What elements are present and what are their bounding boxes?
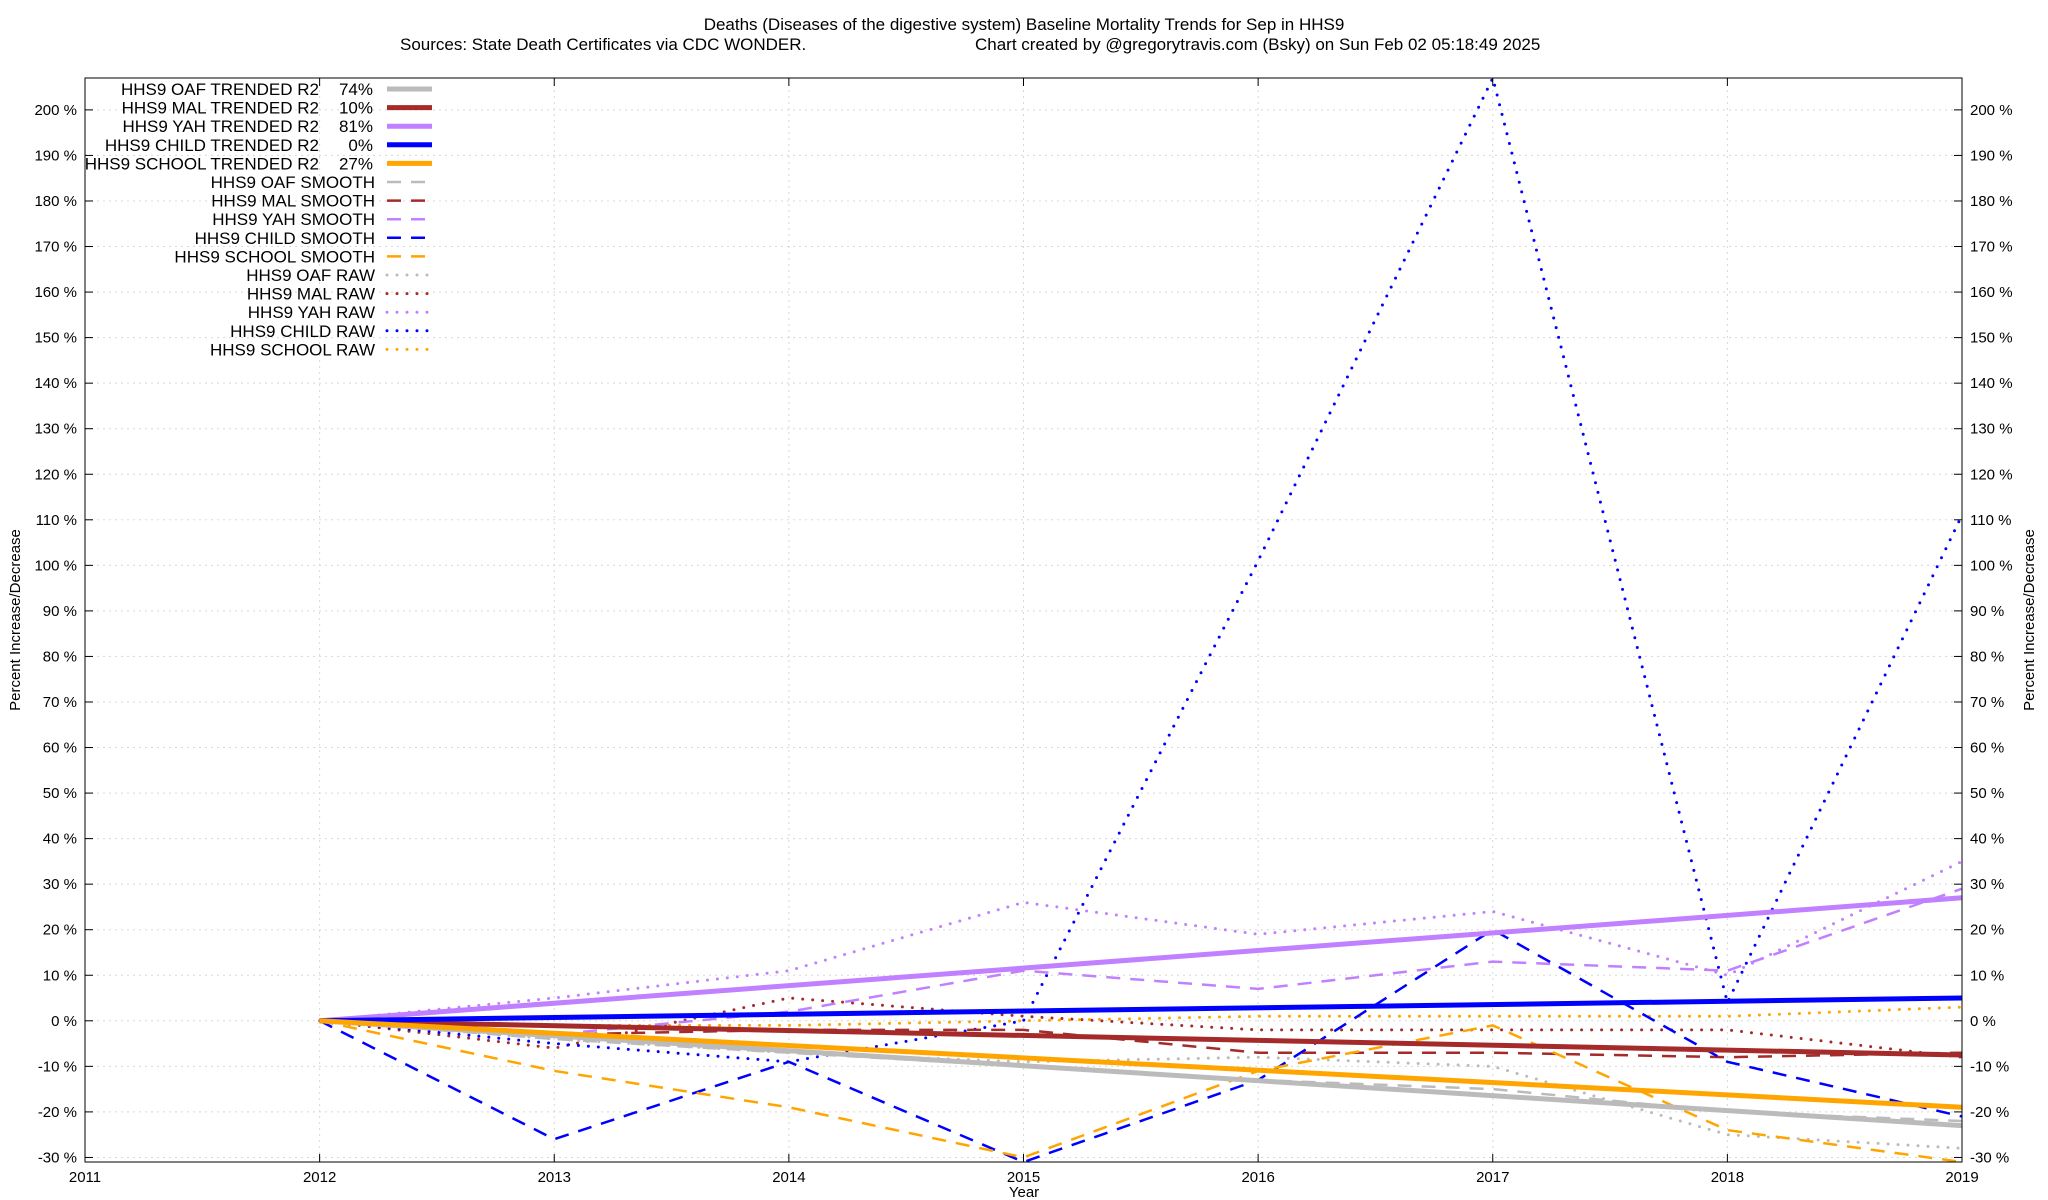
series-line-hhs9-school-smooth [319,1019,1963,1164]
y-tick-label-right: 180 % [1970,193,2013,210]
plot-series [318,73,1964,1164]
series-line-hhs9-school-trended-r2 [319,1018,1963,1110]
series-line-hhs9-mal-raw [318,996,1964,1059]
y-tick-label-right: 100 % [1970,557,2013,574]
x-tick-label: 2017 [1476,1169,1509,1186]
y-tick-label-left: 10 % [43,967,77,984]
y-tick-label-left: 200 % [34,102,77,119]
y-tick-label-left: -10 % [38,1058,77,1075]
legend-label-hhs9-mal-raw: HHS9 MAL RAW [247,285,375,304]
y-tick-label-left: 90 % [43,603,77,620]
legend: HHS9 OAF TRENDED R2 74% HHS9 MAL TRENDED R… [85,80,434,359]
series-line-hhs9-yah-trended-r2 [319,895,1963,1024]
y-tick-label-right: 190 % [1970,147,2013,164]
y-tick-label-left: 140 % [34,375,77,392]
y-tick-label-left: 40 % [43,831,77,848]
y-tick-label-right: 120 % [1970,466,2013,483]
y-tick-label-left: 190 % [34,147,77,164]
y-tick-label-right: 150 % [1970,330,2013,347]
x-axis-label: Year [1009,1184,1039,1200]
y-tick-label-left: 50 % [43,785,77,802]
legend-r2-hhs9-oaf-trended-r2: 74% [339,80,373,99]
legend-label-hhs9-oaf-raw: HHS9 OAF RAW [246,266,375,285]
legend-label-hhs9-child-raw: HHS9 CHILD RAW [230,322,375,341]
legend-r2-hhs9-mal-trended-r2: 10% [339,99,373,118]
x-tick-label: 2016 [1241,1169,1274,1186]
legend-label-hhs9-school-smooth: HHS9 SCHOOL SMOOTH [174,247,375,266]
series-line-hhs9-child-smooth [319,928,1963,1164]
y-tick-label-right: 90 % [1970,603,2004,620]
y-tick-label-right: 30 % [1970,876,2004,893]
chart-subtitle-credit: Chart created by @gregorytravis.com (Bsk… [975,35,1540,54]
series-line-hhs9-mal-trended-r2 [319,1018,1963,1058]
y-axis-label-right: Percent Increase/Decrease [2021,529,2038,711]
series-line-hhs9-yah-raw [318,859,1964,1023]
y-tick-label-right: 60 % [1970,740,2004,757]
y-tick-label-right: 80 % [1970,648,2004,665]
axis-ticks: -30 % -30 % -20 % -20 % -10 % -10 % 0 % 0 % 10 %… [34,78,2013,1186]
y-tick-label-left: 170 % [34,239,77,256]
y-axis-label-left: Percent Increase/Decrease [7,529,24,711]
x-tick-label: 2018 [1711,1169,1744,1186]
series-line-hhs9-school-raw [318,1005,1964,1027]
legend-label-hhs9-school-raw: HHS9 SCHOOL RAW [210,340,375,359]
x-tick-label: 2011 [69,1169,101,1186]
y-tick-label-right: 200 % [1970,102,2013,119]
y-tick-label-left: -30 % [38,1149,77,1166]
legend-label-hhs9-child-smooth: HHS9 CHILD SMOOTH [195,229,375,248]
legend-label-hhs9-yah-trended-r2: HHS9 YAH TRENDED R2 [123,117,320,136]
y-tick-label-left: 180 % [34,193,77,210]
y-tick-label-right: 170 % [1970,239,2013,256]
y-tick-label-right: 50 % [1970,785,2004,802]
y-tick-label-left: 110 % [36,512,77,529]
y-tick-label-right: 110 % [1970,512,2011,529]
series-line-hhs9-oaf-trended-r2 [319,1018,1963,1129]
x-tick-label: 2013 [538,1169,571,1186]
x-tick-label: 2012 [303,1169,336,1186]
x-tick-label: 2019 [1945,1169,1978,1186]
y-tick-label-left: 20 % [43,922,77,939]
y-tick-label-right: 0 % [1970,1013,1996,1030]
series-line-hhs9-yah-smooth [319,887,1963,1036]
legend-label-hhs9-mal-trended-r2: HHS9 MAL TRENDED R2 [122,99,319,118]
y-tick-label-left: 80 % [43,648,77,665]
y-tick-label-right: 130 % [1970,421,2013,438]
legend-label-hhs9-yah-smooth: HHS9 YAH SMOOTH [212,210,375,229]
y-tick-label-right: 160 % [1970,284,2013,301]
y-tick-label-left: 150 % [34,330,77,347]
y-tick-label-right: 20 % [1970,922,2004,939]
legend-label-hhs9-oaf-trended-r2: HHS9 OAF TRENDED R2 [121,80,319,99]
y-tick-label-left: 0 % [51,1013,77,1030]
y-tick-label-right: -20 % [1970,1104,2009,1121]
series-line-hhs9-child-trended-r2 [319,995,1963,1024]
chart-title: Deaths (Diseases of the digestive system… [704,15,1345,34]
legend-label-hhs9-mal-smooth: HHS9 MAL SMOOTH [211,192,375,211]
legend-label-hhs9-oaf-smooth: HHS9 OAF SMOOTH [211,173,375,192]
legend-label-hhs9-school-trended-r2: HHS9 SCHOOL TRENDED R2 [85,154,319,173]
y-tick-label-left: -20 % [38,1104,77,1121]
chart-subtitle-sources: Sources: State Death Certificates via CD… [400,35,806,54]
y-tick-label-left: 70 % [43,694,77,711]
x-tick-label: 2015 [1007,1169,1040,1186]
y-tick-label-left: 30 % [43,876,77,893]
y-tick-label-left: 60 % [43,740,77,757]
y-tick-label-left: 100 % [34,557,77,574]
y-tick-label-right: -30 % [1970,1149,2009,1166]
legend-label-hhs9-yah-raw: HHS9 YAH RAW [248,303,375,322]
y-tick-label-right: 10 % [1970,967,2004,984]
y-tick-label-right: -10 % [1970,1058,2009,1075]
legend-label-hhs9-child-trended-r2: HHS9 CHILD TRENDED R2 [105,136,319,155]
y-tick-label-right: 40 % [1970,831,2004,848]
x-tick-label: 2014 [772,1169,805,1186]
y-tick-label-right: 70 % [1970,694,2004,711]
y-tick-label-left: 120 % [34,466,77,483]
legend-r2-hhs9-school-trended-r2: 27% [339,154,373,173]
legend-r2-hhs9-child-trended-r2: 0% [348,136,373,155]
y-tick-label-left: 130 % [34,421,77,438]
y-tick-label-right: 140 % [1970,375,2013,392]
y-tick-label-left: 160 % [34,284,77,301]
legend-r2-hhs9-yah-trended-r2: 81% [339,117,373,136]
